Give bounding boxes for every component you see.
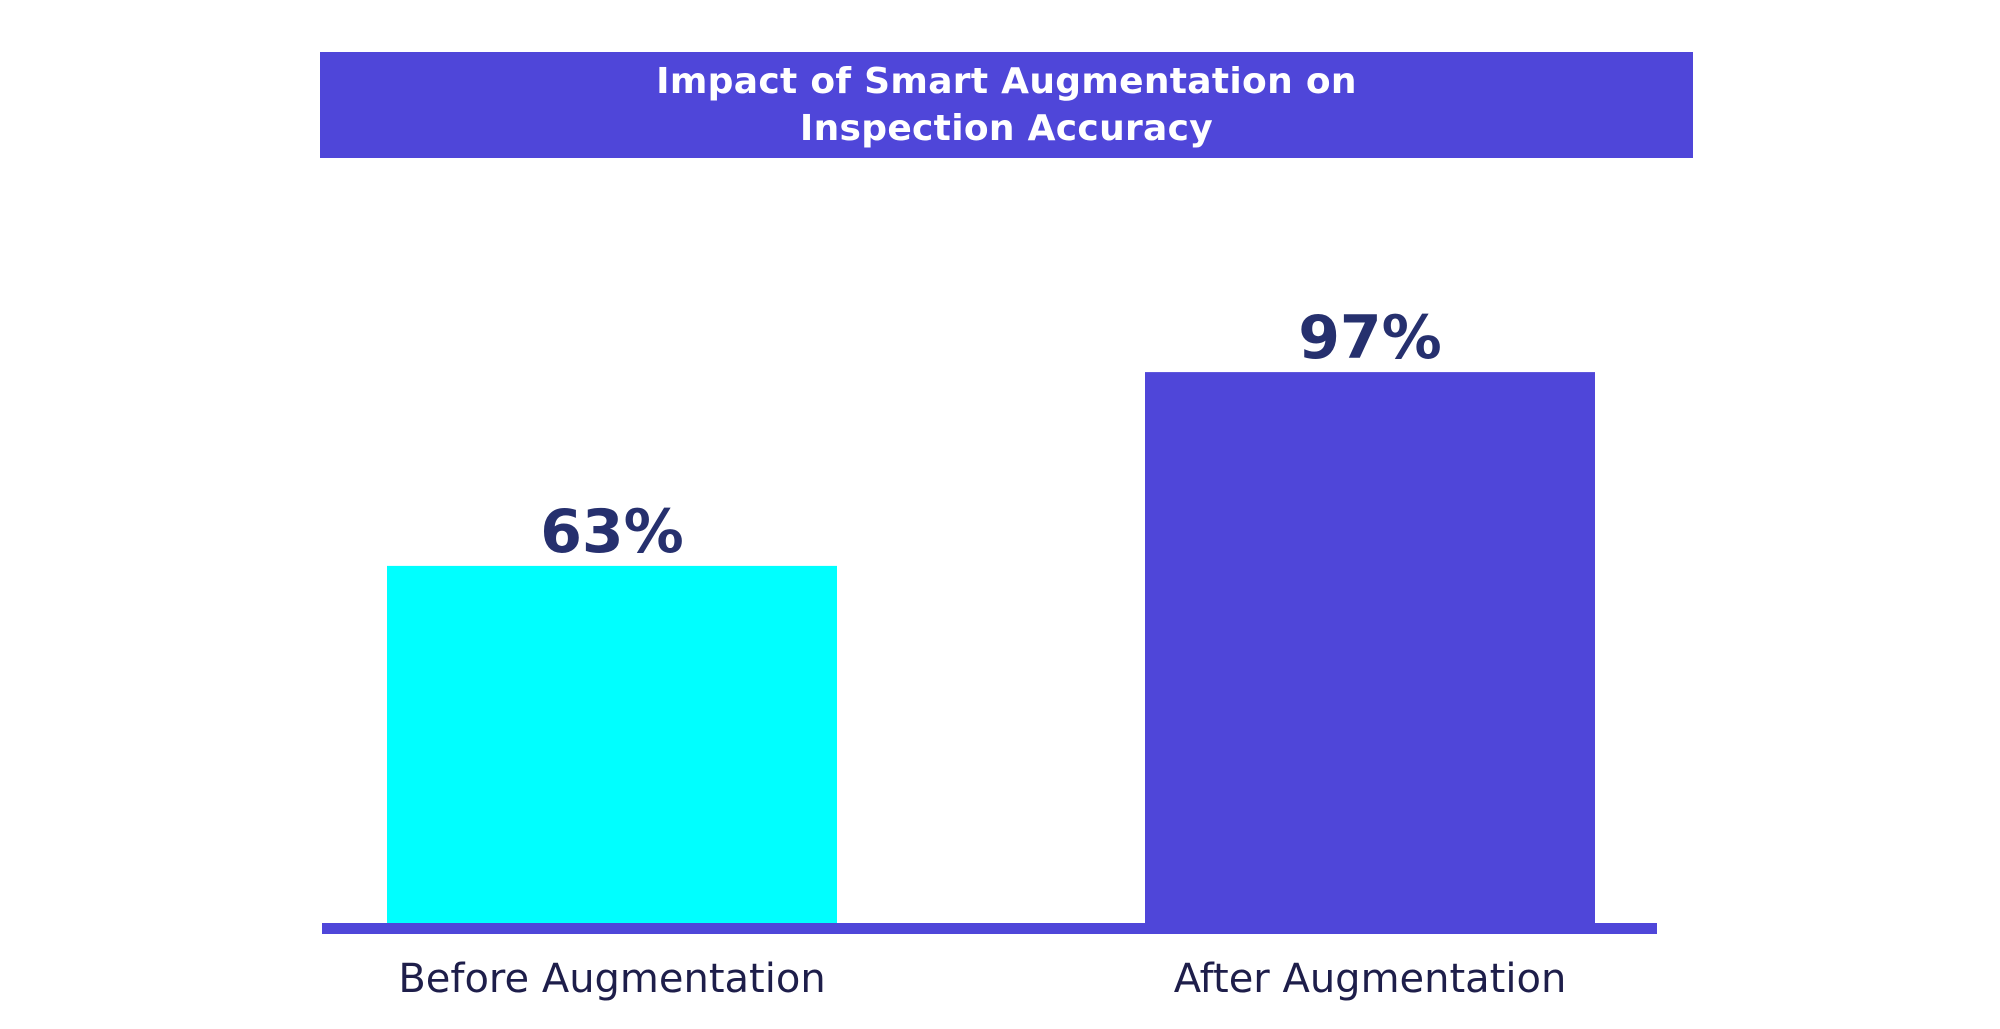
category-label-2: After Augmentation bbox=[1174, 956, 1567, 1002]
bars-layer bbox=[387, 372, 1595, 926]
labels-layer: 63% Before Augmentation 97% After Augmentat… bbox=[398, 303, 1566, 1002]
bar-2 bbox=[1145, 372, 1595, 926]
value-label-1: 63% bbox=[540, 497, 684, 567]
bar-1 bbox=[387, 565, 837, 925]
chart-baseline bbox=[322, 923, 1657, 934]
chart-title-banner: Impact of Smart Augmentation on Inspecti… bbox=[320, 52, 1693, 158]
value-label-2: 97% bbox=[1298, 303, 1442, 373]
chart-title: Impact of Smart Augmentation on Inspecti… bbox=[656, 61, 1357, 149]
category-label-1: Before Augmentation bbox=[398, 956, 825, 1002]
